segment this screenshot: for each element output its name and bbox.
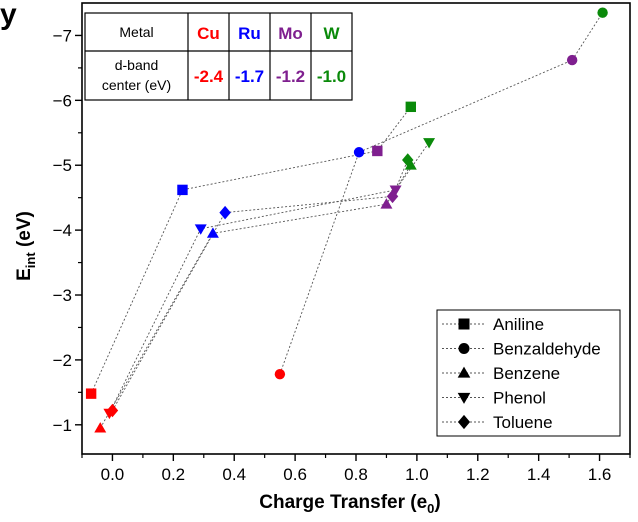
table-dband-w: -1.0	[317, 67, 346, 86]
point-toluene-mo	[386, 189, 399, 204]
legend-label-benzene: Benzene	[493, 364, 560, 383]
y-axis-title-tail: (eV)	[14, 211, 35, 252]
x-tick-label: 0.0	[101, 465, 125, 484]
point-benzaldehyde-ru	[353, 147, 365, 158]
point-benzaldehyde-cu	[274, 368, 286, 380]
table-dband-mo: -1.2	[276, 67, 305, 86]
table-dband-label-line1: d-band	[115, 57, 159, 73]
point-benzaldehyde-w	[597, 7, 608, 18]
x-tick-label: 0.8	[344, 465, 368, 484]
series-line-benzene	[99, 164, 412, 429]
x-axis-title-main: Charge Transfer (e	[259, 492, 427, 513]
point-benzene-w	[404, 159, 417, 170]
x-axis-title: Charge Transfer (e0)	[259, 492, 440, 516]
legend-label-toluene: Toluene	[493, 413, 553, 432]
legend-marker-toluene	[457, 414, 471, 430]
x-tick-label: 0.6	[283, 465, 307, 484]
y-tick-label: −4	[53, 221, 72, 240]
y-tick-label: −2	[53, 351, 72, 370]
table-metal-mo: Mo	[278, 24, 303, 43]
x-tick-label: 1.6	[588, 465, 612, 484]
plot-layer: 0.0 0.2 0.4 0.6 0.8 1.0 1.2 1.4 1.6 −1 −2 −3 −4 −5 −6 −…	[53, 2, 631, 484]
y-tick-label: −3	[53, 286, 72, 305]
x-tick-label: 1.0	[405, 465, 429, 484]
y-axis-title-main: E	[14, 268, 35, 281]
y-tick-label: −6	[53, 91, 72, 110]
table-metal-w: W	[323, 24, 340, 43]
point-aniline-mo	[372, 145, 383, 157]
panel-letter: y	[0, 0, 17, 31]
table-metal-label: Metal	[119, 24, 153, 40]
point-toluene-cu	[106, 403, 119, 418]
y-axis-title-sub: int	[23, 252, 38, 269]
x-axis-title-tail: )	[434, 492, 440, 513]
table-metal-ru: Ru	[238, 24, 261, 43]
point-aniline-ru	[177, 184, 188, 196]
table-dband-label-line2: center (eV)	[102, 77, 171, 93]
series-line-benzaldehyde	[279, 12, 603, 375]
legend-label-aniline: Aniline	[493, 315, 544, 334]
point-toluene-ru	[219, 205, 231, 220]
table-metal-cu: Cu	[197, 24, 220, 43]
x-tick-label: 0.4	[222, 465, 246, 484]
y-tick-label: −1	[53, 416, 72, 435]
point-benzaldehyde-mo	[566, 54, 578, 66]
point-phenol-mo	[389, 185, 402, 196]
series-line-toluene	[112, 159, 409, 411]
series-line-aniline	[90, 106, 412, 394]
x-tick-label: 0.2	[162, 465, 186, 484]
legend-label-benzaldehyde: Benzaldehyde	[493, 340, 601, 359]
x-axis-title-sub: 0	[427, 501, 434, 516]
point-aniline-w	[405, 101, 416, 113]
table-dband-ru: -1.7	[235, 67, 264, 86]
point-phenol-w	[423, 138, 436, 149]
legend-marker-benzaldehyde	[458, 343, 470, 354]
point-toluene-w	[402, 153, 414, 167]
y-tick-label: −7	[53, 26, 72, 45]
table-frame	[84, 12, 353, 101]
point-benzene-mo	[380, 198, 393, 209]
legend: Aniline Benzaldehyde Benzene Phenol Toluene	[436, 309, 621, 437]
table-dband-cu: -2.4	[194, 67, 224, 86]
legend-marker-aniline	[458, 318, 470, 330]
legend-label-phenol: Phenol	[493, 389, 546, 408]
point-phenol-ru	[194, 224, 207, 235]
legend-marker-phenol	[457, 392, 471, 404]
y-axis-title: Eint (eV)	[14, 211, 38, 281]
point-benzene-cu	[94, 422, 107, 433]
x-tick-label: 1.2	[466, 465, 490, 484]
metal-dband-table: Metal d-band center (eV) Cu -2.4 Ru -1.7 Mo -1.2…	[84, 12, 353, 101]
y-tick-label: −5	[53, 156, 72, 175]
x-tick-label: 1.4	[527, 465, 551, 484]
series-line-phenol	[108, 142, 430, 414]
legend-marker-benzene	[457, 366, 471, 378]
point-aniline-cu	[85, 388, 97, 399]
point-benzene-ru	[206, 227, 219, 238]
